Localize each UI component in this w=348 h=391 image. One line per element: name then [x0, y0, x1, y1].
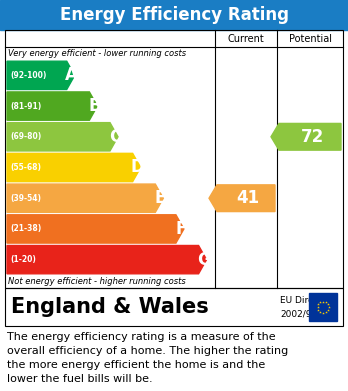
Polygon shape — [7, 61, 75, 90]
Text: G: G — [197, 251, 211, 269]
Polygon shape — [7, 153, 141, 182]
Polygon shape — [7, 92, 97, 120]
Text: Not energy efficient - higher running costs: Not energy efficient - higher running co… — [8, 277, 186, 286]
Text: England & Wales: England & Wales — [11, 297, 209, 317]
Text: A: A — [65, 66, 78, 84]
Text: (81-91): (81-91) — [10, 102, 41, 111]
Polygon shape — [7, 246, 207, 274]
Text: (69-80): (69-80) — [10, 132, 41, 141]
Polygon shape — [7, 215, 184, 243]
Text: (55-68): (55-68) — [10, 163, 41, 172]
Text: (92-100): (92-100) — [10, 71, 46, 80]
Text: The energy efficiency rating is a measure of the: The energy efficiency rating is a measur… — [7, 332, 276, 342]
Text: 41: 41 — [236, 189, 260, 207]
Bar — [309, 293, 337, 321]
Text: Potential: Potential — [288, 34, 332, 43]
Text: lower the fuel bills will be.: lower the fuel bills will be. — [7, 374, 153, 384]
Polygon shape — [271, 124, 341, 150]
Text: Energy Efficiency Rating: Energy Efficiency Rating — [60, 6, 288, 24]
Polygon shape — [7, 184, 163, 212]
Text: the more energy efficient the home is and the: the more energy efficient the home is an… — [7, 360, 265, 370]
Bar — [5, 30, 343, 288]
Polygon shape — [7, 123, 118, 151]
Text: EU Directive: EU Directive — [280, 296, 336, 305]
Text: F: F — [175, 220, 187, 238]
Text: (1-20): (1-20) — [10, 255, 36, 264]
Polygon shape — [209, 185, 275, 212]
Text: C: C — [109, 128, 121, 146]
Text: 2002/91/EC: 2002/91/EC — [280, 309, 332, 318]
Text: (21-38): (21-38) — [10, 224, 41, 233]
Text: B: B — [88, 97, 101, 115]
Bar — [0, 0, 348, 30]
Text: (39-54): (39-54) — [10, 194, 41, 203]
Bar — [5, 288, 343, 326]
Text: overall efficiency of a home. The higher the rating: overall efficiency of a home. The higher… — [7, 346, 288, 356]
Text: D: D — [131, 158, 144, 176]
Text: Current: Current — [228, 34, 264, 43]
Text: 72: 72 — [300, 128, 324, 146]
Text: Very energy efficient - lower running costs: Very energy efficient - lower running co… — [8, 49, 186, 58]
Text: E: E — [155, 189, 166, 207]
